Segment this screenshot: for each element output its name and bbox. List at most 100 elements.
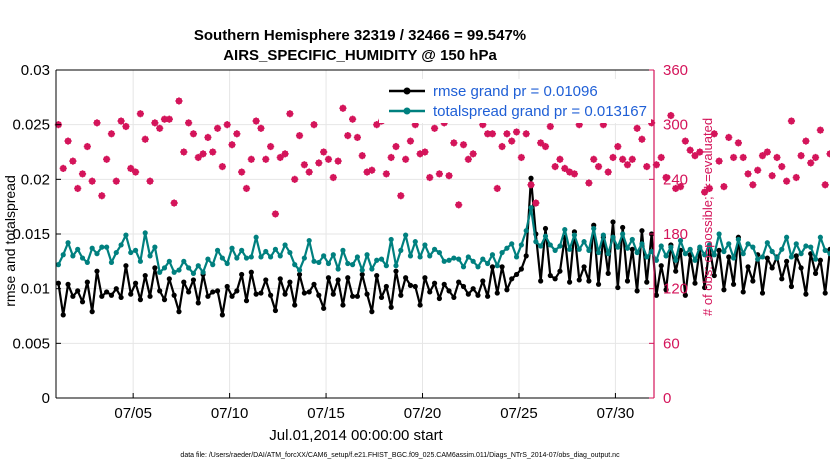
point-rmse: [171, 292, 177, 298]
right-tick-label: 0: [663, 390, 671, 407]
point-totalspread: [79, 255, 86, 261]
point-rmse: [489, 264, 496, 270]
point-rmse: [345, 275, 351, 281]
asterisk-stroke: [431, 125, 438, 132]
point-rmse: [195, 300, 201, 306]
asterisk-stroke: [315, 159, 322, 167]
point-obs-evaluated: [469, 150, 477, 158]
point-obs-evaluated: [262, 155, 270, 163]
point-totalspread: [118, 242, 124, 248]
point-totalspread: [388, 236, 394, 243]
point-totalspread: [161, 265, 168, 271]
point-obs-evaluated: [421, 148, 429, 156]
asterisk-stroke: [566, 168, 573, 176]
point-totalspread: [460, 264, 467, 270]
point-totalspread: [682, 251, 688, 257]
point-totalspread: [277, 253, 283, 259]
point-obs-evaluated: [802, 137, 810, 145]
asterisk-stroke: [262, 156, 269, 163]
point-totalspread: [721, 248, 727, 255]
point-totalspread: [716, 231, 722, 237]
point-rmse: [567, 279, 573, 285]
point-obs-evaluated: [175, 97, 183, 105]
asterisk-stroke: [513, 128, 520, 136]
point-totalspread: [750, 244, 756, 250]
point-totalspread: [441, 258, 447, 264]
legend-rmse-swatch: [389, 87, 425, 95]
point-obs-evaluated: [180, 148, 188, 156]
point-rmse: [99, 293, 105, 299]
point-obs-evaluated: [209, 148, 217, 156]
asterisk-stroke: [122, 123, 130, 130]
asterisk-stroke: [175, 97, 183, 105]
asterisk-stroke: [716, 158, 723, 165]
point-obs-evaluated: [643, 162, 651, 171]
point-totalspread: [562, 227, 568, 233]
point-totalspread: [711, 252, 717, 258]
point-rmse: [359, 271, 365, 278]
point-totalspread: [571, 232, 578, 238]
point-obs-evaluated: [725, 133, 733, 142]
asterisk-stroke: [653, 161, 660, 168]
point-obs-evaluated: [691, 152, 699, 160]
point-rmse: [243, 298, 250, 304]
point-totalspread: [142, 230, 148, 236]
point-obs-evaluated: [604, 168, 612, 176]
point-rmse: [248, 269, 254, 275]
point-totalspread: [398, 247, 404, 253]
point-rmse: [60, 312, 66, 318]
point-totalspread: [89, 245, 95, 251]
asterisk-stroke: [166, 116, 173, 123]
point-totalspread: [745, 241, 751, 247]
point-totalspread: [132, 247, 139, 253]
point-obs-evaluated: [662, 173, 670, 182]
point-totalspread: [171, 269, 177, 275]
asterisk-stroke: [127, 165, 134, 172]
point-obs-evaluated: [459, 141, 468, 149]
point-rmse: [282, 291, 288, 297]
asterisk-stroke: [822, 181, 829, 188]
asterisk-stroke: [754, 167, 761, 174]
point-obs-evaluated: [146, 177, 154, 185]
point-rmse: [277, 276, 283, 282]
asterisk-stroke: [561, 165, 568, 172]
point-obs-evaluated: [686, 146, 694, 154]
point-rmse: [369, 309, 375, 315]
asterisk-stroke: [744, 170, 752, 177]
asterisk-stroke: [769, 172, 776, 179]
point-totalspread: [552, 247, 558, 253]
point-obs-evaluated: [450, 139, 458, 147]
point-rmse: [108, 292, 115, 298]
point-obs-evaluated: [696, 148, 704, 156]
asterisk-stroke: [248, 156, 255, 163]
point-rmse: [499, 264, 505, 270]
point-rmse: [349, 293, 356, 299]
point-totalspread: [533, 239, 539, 245]
asterisk-stroke: [817, 127, 824, 134]
point-totalspread: [755, 256, 761, 262]
point-rmse: [388, 304, 394, 310]
point-rmse: [186, 289, 192, 295]
point-obs-evaluated: [464, 155, 472, 163]
asterisk-stroke: [547, 123, 554, 130]
point-totalspread: [345, 260, 351, 267]
point-totalspread: [456, 256, 462, 262]
point-obs-evaluated: [729, 153, 738, 162]
point-obs-evaluated: [353, 133, 362, 142]
point-totalspread: [528, 205, 534, 211]
point-obs-evaluated: [701, 188, 709, 196]
point-rmse: [272, 307, 279, 314]
point-obs-evaluated: [358, 152, 366, 160]
point-totalspread: [687, 246, 693, 252]
point-rmse: [784, 258, 790, 264]
point-totalspread: [668, 244, 674, 250]
point-totalspread: [340, 247, 346, 253]
asterisk-stroke: [523, 130, 530, 137]
point-rmse: [190, 277, 197, 283]
point-rmse: [465, 291, 471, 297]
point-rmse: [113, 286, 119, 292]
point-rmse: [364, 291, 370, 297]
point-rmse: [142, 272, 148, 279]
point-totalspread: [620, 231, 626, 237]
point-totalspread: [287, 249, 293, 256]
